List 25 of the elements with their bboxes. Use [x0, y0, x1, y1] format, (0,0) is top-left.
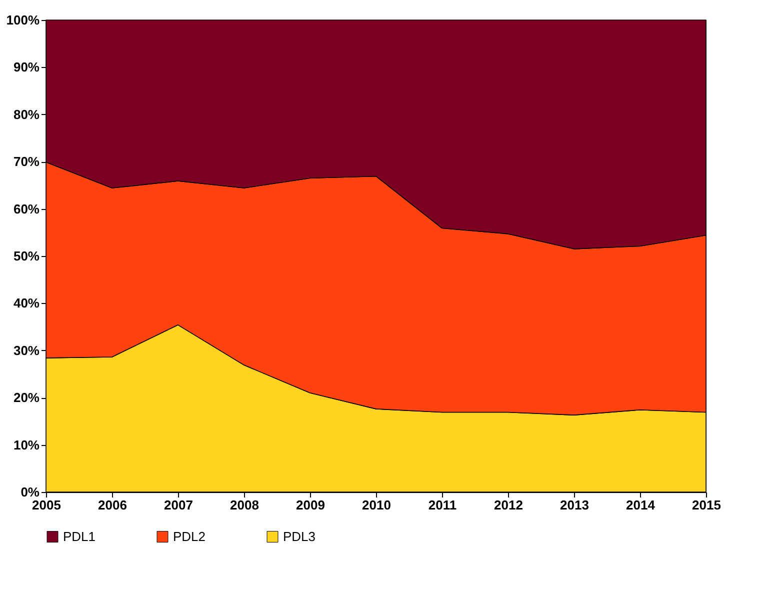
- y-tick-label: 100%: [6, 12, 40, 28]
- x-tick-label: 2010: [362, 498, 391, 512]
- x-tick-label: 2015: [692, 498, 721, 512]
- y-tick-label: 80%: [13, 106, 40, 122]
- y-tick-label: 50%: [13, 248, 40, 264]
- x-tick-label: 2013: [560, 498, 589, 512]
- x-tick-label: 2005: [32, 498, 61, 512]
- y-tick-label: 10%: [13, 437, 40, 452]
- x-tick-label: 2008: [230, 498, 259, 512]
- y-tick-label: 30%: [13, 342, 40, 358]
- y-tick-label: 60%: [13, 201, 40, 216]
- y-tick-label: 70%: [13, 154, 40, 170]
- y-tick-label: 40%: [13, 296, 40, 311]
- legend-label: PDL3: [283, 528, 316, 544]
- legend-label: PDL2: [173, 528, 206, 544]
- x-tick-label: 2014: [626, 498, 656, 512]
- x-tick-label: 2009: [296, 498, 325, 512]
- legend-label: PDL1: [63, 528, 96, 544]
- x-tick-label: 2006: [98, 498, 127, 512]
- y-tick-label: 90%: [13, 60, 40, 75]
- x-tick-label: 2012: [494, 498, 523, 512]
- x-tick-label: 2011: [428, 498, 457, 512]
- y-tick-label: 0%: [20, 484, 40, 500]
- x-tick-label: 2007: [164, 498, 193, 512]
- y-tick-label: 20%: [13, 390, 40, 406]
